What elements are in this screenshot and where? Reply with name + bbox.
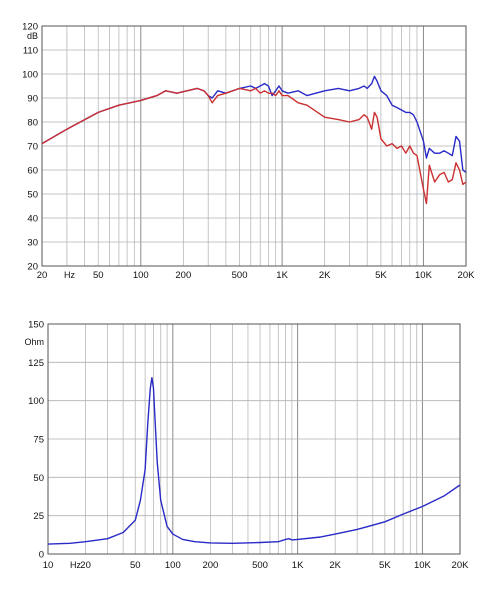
y-tick-label: 50 bbox=[27, 190, 38, 201]
series-line-1 bbox=[41, 75, 467, 173]
x-tick-label: 50 bbox=[93, 270, 104, 281]
x-tick-label: 5K bbox=[379, 560, 391, 571]
grid-lines bbox=[41, 25, 467, 267]
impedance-chart: 0 25 50 75 100 125 150 Ohm 10 20 50 100 200 500 1K 2K 5K… bbox=[24, 320, 470, 572]
series-line-1 bbox=[47, 376, 461, 545]
x-tick-label: 1K bbox=[292, 560, 304, 571]
x-tick-label: 50 bbox=[130, 560, 141, 571]
x-tick-label: 2K bbox=[319, 270, 331, 281]
x-tick-label: 100 bbox=[165, 560, 181, 571]
y-tick-label: 120 bbox=[22, 22, 38, 33]
x-axis-unit-label: Hz bbox=[64, 270, 75, 280]
y-tick-label: 125 bbox=[28, 358, 44, 369]
y-tick-label: 75 bbox=[33, 435, 44, 446]
x-tick-label: 20K bbox=[452, 560, 470, 571]
y-tick-label: 100 bbox=[28, 396, 44, 407]
x-tick-label: 20 bbox=[80, 560, 91, 571]
plot-frame bbox=[41, 25, 467, 267]
y-tick-label: 150 bbox=[28, 320, 44, 331]
x-tick-label: 2K bbox=[329, 560, 341, 571]
y-tick-label: 25 bbox=[33, 511, 44, 522]
x-tick-label: 10 bbox=[43, 560, 54, 571]
y-axis-unit-label: dB bbox=[27, 31, 38, 41]
x-tick-label: 20K bbox=[458, 270, 476, 281]
y-tick-label: 90 bbox=[27, 94, 38, 105]
x-tick-label: 200 bbox=[202, 560, 218, 571]
y-tick-label: 30 bbox=[27, 238, 38, 249]
y-axis-unit-label: Ohm bbox=[24, 337, 44, 347]
x-tick-label: 1K bbox=[276, 270, 288, 281]
y-tick-label: 50 bbox=[33, 473, 44, 484]
y-tick-label: 80 bbox=[27, 118, 38, 129]
grid-lines bbox=[47, 323, 461, 555]
x-tick-label: 500 bbox=[232, 270, 248, 281]
x-tick-label: 10K bbox=[415, 270, 433, 281]
y-tick-label: 100 bbox=[22, 70, 38, 81]
y-tick-label: 0 bbox=[39, 550, 44, 561]
series-line-2 bbox=[41, 87, 467, 205]
plot-frame bbox=[47, 323, 461, 555]
x-tick-label: 5K bbox=[375, 270, 387, 281]
y-tick-label: 70 bbox=[27, 142, 38, 153]
y-tick-label: 110 bbox=[23, 46, 38, 57]
x-tick-label: 500 bbox=[252, 560, 268, 571]
x-tick-label: 100 bbox=[133, 270, 149, 281]
x-tick-label: 10K bbox=[414, 560, 432, 571]
x-tick-label: 20 bbox=[37, 270, 48, 281]
y-tick-label: 20 bbox=[27, 262, 38, 273]
y-tick-label: 60 bbox=[27, 166, 38, 177]
y-tick-label: 40 bbox=[27, 214, 38, 225]
x-axis-unit-label: Hz bbox=[70, 560, 81, 570]
x-tick-label: 200 bbox=[175, 270, 191, 281]
